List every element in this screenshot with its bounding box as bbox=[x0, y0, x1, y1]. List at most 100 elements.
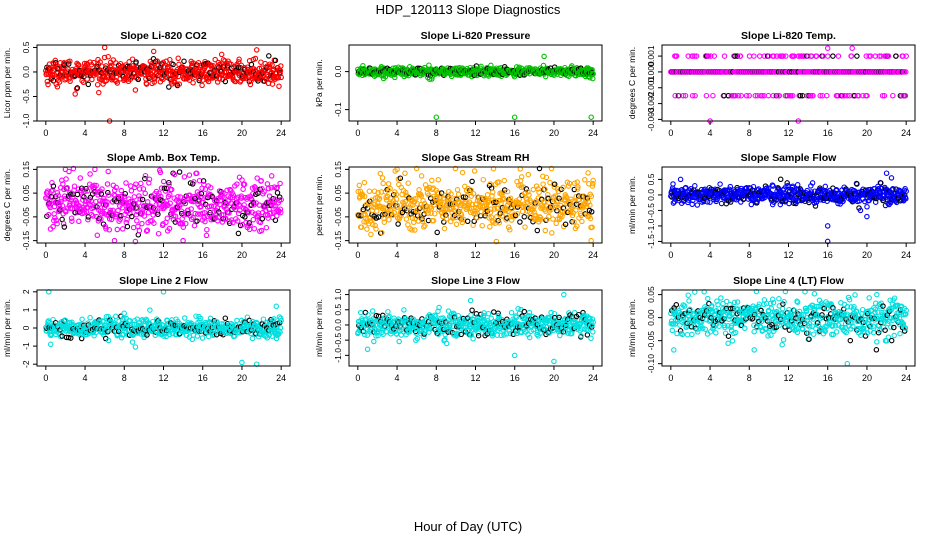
data-point bbox=[197, 76, 203, 82]
data-point bbox=[166, 68, 173, 74]
x-tick-label: 16 bbox=[510, 250, 520, 260]
data-point bbox=[266, 53, 272, 59]
data-point bbox=[111, 237, 118, 244]
data-point bbox=[590, 71, 596, 77]
x-tick-label: 8 bbox=[122, 373, 127, 383]
data-point bbox=[132, 344, 139, 350]
panel-title: Slope Gas Stream RH bbox=[422, 152, 530, 164]
data-point bbox=[124, 216, 130, 223]
data-point bbox=[247, 81, 254, 88]
y-axis-label: degrees C per min. bbox=[2, 169, 12, 241]
data-point bbox=[743, 92, 750, 99]
data-point bbox=[67, 58, 73, 64]
data-point bbox=[542, 227, 549, 234]
x-tick-label: 8 bbox=[122, 128, 127, 138]
data-point bbox=[119, 226, 126, 232]
data-point bbox=[217, 61, 223, 67]
data-point bbox=[369, 308, 376, 314]
data-point bbox=[160, 59, 167, 66]
data-point bbox=[521, 214, 528, 220]
data-point bbox=[264, 181, 271, 187]
data-point bbox=[717, 181, 723, 187]
data-point bbox=[455, 191, 462, 198]
x-tick-label: 20 bbox=[237, 373, 247, 383]
data-point bbox=[260, 316, 267, 322]
data-point bbox=[123, 180, 129, 186]
data-point bbox=[118, 187, 125, 194]
data-point bbox=[122, 190, 128, 197]
data-point bbox=[519, 208, 526, 215]
y-tick-label: -1.0 bbox=[646, 218, 656, 233]
y-tick-label: -1 bbox=[21, 342, 31, 350]
data-point bbox=[488, 62, 494, 69]
data-point bbox=[263, 224, 270, 231]
data-point bbox=[412, 227, 418, 233]
y-tick-label: -0.15 bbox=[21, 231, 31, 251]
data-point bbox=[143, 81, 150, 87]
x-tick-label: 24 bbox=[276, 373, 286, 383]
data-point bbox=[401, 307, 407, 313]
data-point bbox=[540, 181, 546, 187]
data-point bbox=[129, 56, 136, 62]
data-point bbox=[689, 92, 696, 99]
data-point bbox=[114, 226, 121, 233]
data-point bbox=[808, 92, 814, 99]
data-point bbox=[253, 47, 260, 53]
data-point bbox=[550, 216, 556, 222]
data-point bbox=[44, 78, 51, 85]
x-tick-label: 20 bbox=[549, 250, 559, 260]
data-point bbox=[541, 53, 547, 60]
data-point bbox=[77, 175, 84, 181]
y-axis-label: percent per min. bbox=[314, 174, 324, 235]
data-point bbox=[737, 53, 744, 59]
data-point bbox=[113, 60, 119, 66]
y-tick-label: -0.05 bbox=[333, 207, 343, 227]
data-point bbox=[189, 336, 196, 343]
data-point bbox=[199, 335, 206, 341]
y-tick-label: 0.05 bbox=[21, 185, 31, 202]
data-point bbox=[377, 170, 384, 177]
data-point bbox=[126, 59, 132, 65]
x-tick-label: 8 bbox=[122, 250, 127, 260]
data-point bbox=[703, 92, 710, 99]
x-tick-label: 20 bbox=[237, 250, 247, 260]
data-point bbox=[705, 53, 712, 59]
data-point bbox=[434, 229, 440, 236]
x-tick-label: 16 bbox=[823, 128, 833, 138]
x-tick-label: 0 bbox=[355, 250, 360, 260]
data-point bbox=[181, 58, 187, 65]
data-point bbox=[797, 92, 804, 99]
data-point bbox=[175, 55, 181, 62]
data-point bbox=[270, 67, 276, 74]
data-point bbox=[45, 81, 51, 88]
data-point bbox=[239, 177, 245, 183]
data-point bbox=[441, 225, 448, 232]
data-point bbox=[138, 180, 144, 187]
x-tick-label: 8 bbox=[434, 128, 439, 138]
data-points bbox=[355, 53, 596, 120]
data-point bbox=[135, 76, 142, 83]
x-tick-label: 4 bbox=[395, 250, 400, 260]
data-point bbox=[789, 92, 796, 99]
data-points bbox=[355, 165, 596, 245]
x-tick-label: 24 bbox=[588, 250, 598, 260]
data-point bbox=[181, 315, 188, 321]
data-point bbox=[429, 76, 435, 82]
data-point bbox=[364, 226, 370, 232]
data-point bbox=[366, 188, 373, 195]
data-point bbox=[96, 89, 102, 96]
data-point bbox=[276, 83, 282, 90]
y-tick-label: -0.15 bbox=[333, 231, 343, 251]
data-point bbox=[186, 77, 193, 83]
data-point bbox=[87, 171, 93, 177]
data-point bbox=[151, 76, 158, 82]
data-point bbox=[371, 338, 377, 345]
x-tick-label: 4 bbox=[708, 128, 713, 138]
data-point bbox=[788, 92, 794, 99]
data-point bbox=[249, 335, 256, 342]
data-point bbox=[501, 177, 508, 184]
y-axis-label: Licor ppm per min. bbox=[2, 48, 12, 118]
panel-title: Slope Li-820 CO2 bbox=[120, 30, 207, 42]
data-point bbox=[588, 114, 594, 120]
